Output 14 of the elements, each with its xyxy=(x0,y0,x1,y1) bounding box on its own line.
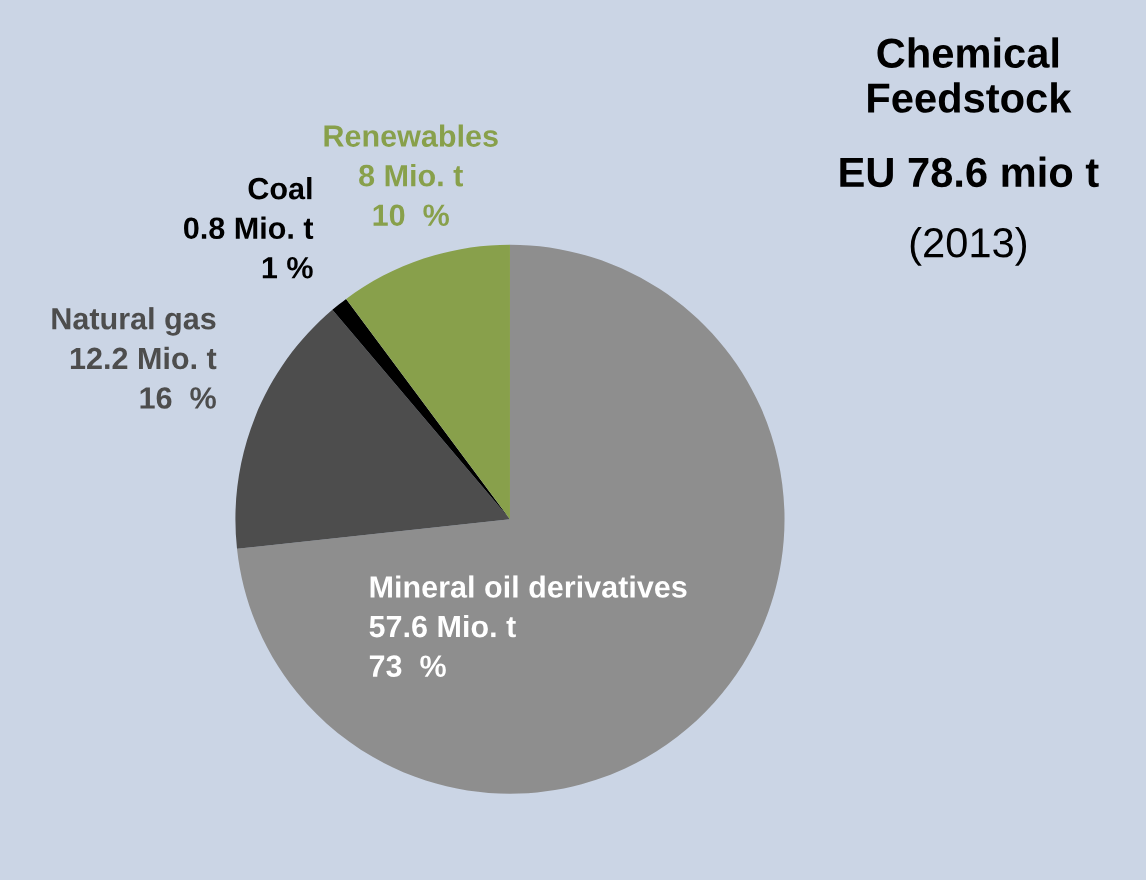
data-label: 0.8 Mio. t 1 % xyxy=(184,216,314,279)
data-label: 57.6 Mio. t 73 % xyxy=(369,614,516,677)
pie-slice xyxy=(235,309,510,549)
slice-label: Natural gas xyxy=(52,307,216,336)
data-label: 12.2 Mio. t 16 % xyxy=(70,346,217,409)
slice-label: Coal xyxy=(248,177,312,200)
text: EU 78.6 mio t xyxy=(840,156,1099,188)
slice-label: Renewables xyxy=(324,124,498,147)
pie-slice xyxy=(346,244,510,520)
slice-label: Mineral oil derivatives xyxy=(370,575,687,598)
pie-slice xyxy=(237,244,785,794)
text: (2013) xyxy=(910,226,1027,266)
data-label: 8 Mio. t 10 % xyxy=(359,164,463,227)
text: Chemical Feedstock xyxy=(868,37,1072,113)
